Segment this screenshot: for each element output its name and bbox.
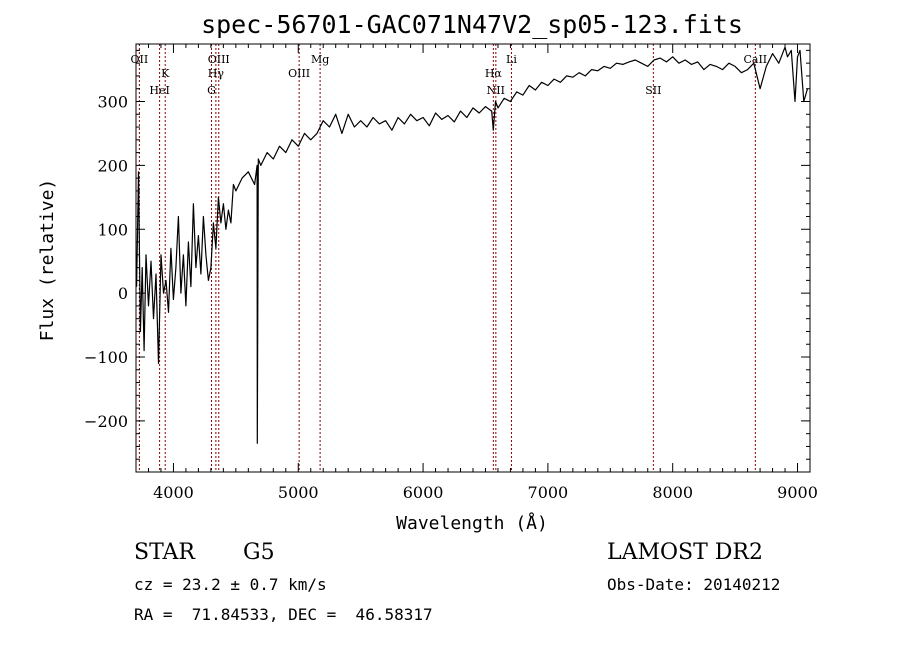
line-label-3: OIII: [208, 53, 230, 66]
spectral-class: STAR: [134, 540, 195, 565]
line-label-2: HeI: [149, 84, 169, 97]
line-label-6: Mg: [311, 53, 329, 66]
line-label-0: OII: [131, 53, 149, 66]
spectral-subclass: G5: [243, 540, 275, 565]
flux-line: [136, 46, 809, 444]
axes: 4000 5000 6000 7000 8000 9000 −200 −100 0 100 200 3…: [84, 44, 818, 502]
line-label-9: Li: [506, 53, 517, 66]
redshift-text: cz = 23.2 ± 0.7 km/s: [134, 575, 327, 594]
y-axis-label: Flux (relative): [37, 179, 58, 342]
x-tick-label-4: 8000: [652, 483, 693, 502]
y-tick-label-0: −200: [84, 412, 128, 431]
x-tick-label-3: 7000: [528, 483, 569, 502]
line-label-7: OIII: [288, 67, 310, 80]
survey-label: LAMOST DR2: [607, 540, 763, 565]
line-label-10: Hα: [485, 67, 503, 80]
y-tick-label-5: 300: [97, 92, 128, 111]
line-label-4: Hγ: [208, 67, 225, 80]
y-tick-label-1: −100: [84, 348, 128, 367]
coordinates-text: RA = 71.84533, DEC = 46.58317: [134, 605, 433, 624]
y-tick-label-4: 200: [97, 156, 128, 175]
line-label-8: NII: [487, 84, 505, 97]
spectrum-series: [136, 46, 809, 444]
x-tick-label-5: 9000: [777, 483, 818, 502]
line-label-12: CaII: [743, 53, 767, 66]
line-label-1: K: [161, 67, 170, 80]
x-tick-label-1: 5000: [278, 483, 319, 502]
line-label-5: G: [207, 84, 216, 97]
chart-title: spec-56701-GAC071N47V2_sp05-123.fits: [201, 10, 743, 39]
observation-date: Obs-Date: 20140212: [607, 575, 781, 594]
y-tick-label-3: 100: [97, 220, 128, 239]
x-tick-label-0: 4000: [153, 483, 194, 502]
line-label-11: SII: [645, 84, 661, 97]
y-tick-label-2: 0: [118, 284, 128, 303]
x-tick-label-2: 6000: [403, 483, 444, 502]
x-axis-label: Wavelength (Å): [396, 512, 548, 534]
